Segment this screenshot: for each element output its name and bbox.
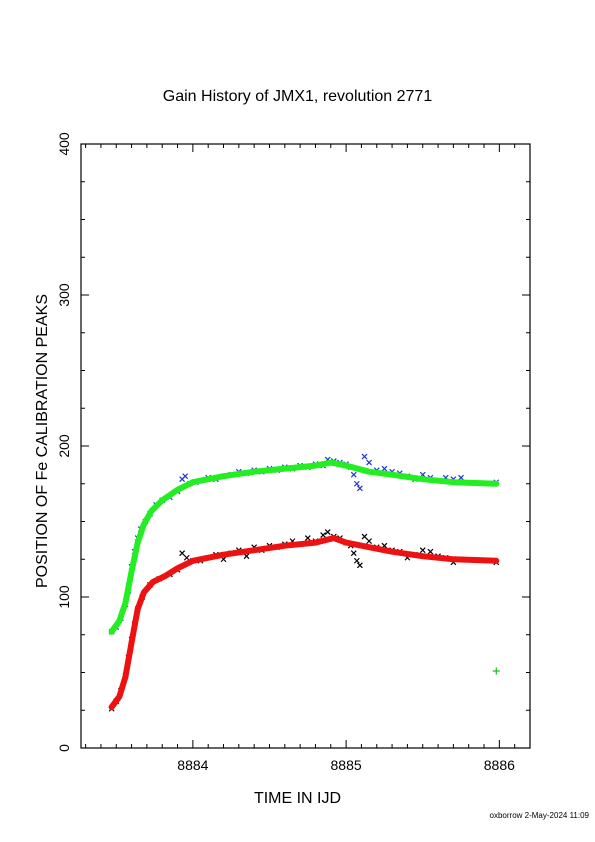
data-point (320, 532, 327, 539)
data-point (353, 557, 360, 564)
y-tick-label: 100 (56, 585, 72, 609)
y-tick-label: 300 (56, 283, 72, 307)
outlier-point (492, 667, 500, 675)
data-point (356, 562, 363, 569)
data-point (458, 474, 464, 481)
footer-timestamp: oxborrow 2-May-2024 11:09 (489, 811, 589, 820)
y-tick-label: 400 (56, 132, 72, 156)
fit-line-1 (108, 459, 500, 635)
plot-frame (80, 143, 531, 749)
data-point (304, 535, 311, 542)
data-point (381, 465, 388, 472)
data-point (366, 459, 373, 466)
data-point (353, 480, 360, 487)
data-point (350, 550, 357, 557)
y-tick-label: 0 (56, 744, 72, 752)
data-point (350, 471, 357, 478)
data-point (179, 550, 186, 557)
data-point (183, 554, 190, 561)
x-axis-label: TIME IN IJD (253, 790, 342, 807)
x-tick-label: 8886 (484, 757, 515, 773)
x-tick-label: 8885 (331, 757, 362, 773)
fit-line-3 (108, 535, 500, 711)
data-point (356, 485, 363, 492)
data-point (427, 548, 434, 555)
chart-title: Gain History of JMX1, revolution 2771 (162, 88, 433, 105)
axis-ticks: 0 100 200 300 400 8884 8885 8886 (56, 132, 531, 773)
data-marks (108, 453, 500, 712)
x-tick-label: 8884 (177, 757, 208, 773)
y-tick-label: 200 (56, 434, 72, 458)
data-point (419, 547, 426, 554)
data-point (366, 538, 373, 545)
data-point (182, 473, 189, 480)
data-point (324, 529, 331, 535)
data-point (361, 453, 368, 460)
data-point (361, 533, 368, 540)
